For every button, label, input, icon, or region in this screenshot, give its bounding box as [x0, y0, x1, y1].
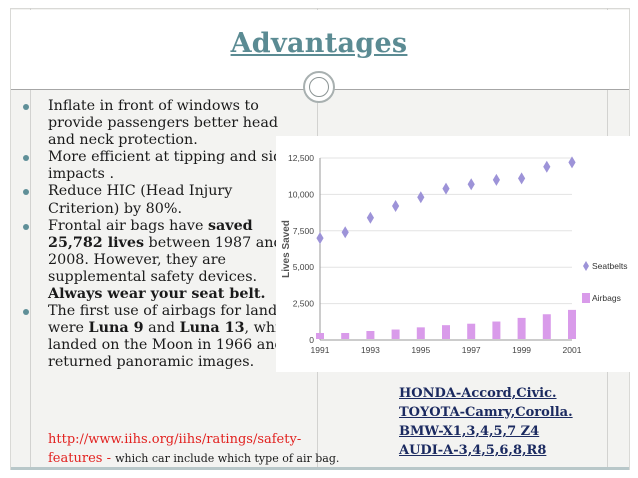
seatbelts-point: [568, 156, 576, 169]
seatbelts-point: [366, 211, 374, 224]
link-separator: -: [102, 451, 116, 466]
airbags-point: [391, 329, 400, 339]
car-model-honda[interactable]: HONDA-Accord,Civic.: [399, 386, 557, 401]
iihs-url-part-2[interactable]: features: [48, 451, 103, 466]
legend-airbags-label: Airbags: [592, 293, 621, 303]
slide-title: Advantages: [230, 28, 408, 59]
chart-xtick-label: 1993: [361, 345, 380, 355]
bullet-dot-icon: [23, 309, 29, 316]
chart-xtick-label: 1995: [411, 345, 430, 355]
chart-ytick-label: 10,000: [288, 189, 314, 199]
ring-ornament-icon: [303, 71, 335, 103]
seatbelts-point: [442, 182, 450, 195]
car-model-bmw[interactable]: BMW-X1,3,4,5,7 Z4: [399, 424, 540, 439]
airbags-point: [542, 314, 551, 339]
seatbelts-point: [316, 232, 324, 245]
bullet-dot-icon: [23, 223, 29, 230]
chart-xtick-label: 2001: [563, 345, 582, 355]
bullet-list: Inflate in front of windows to provide p…: [13, 98, 303, 372]
airbags-point: [442, 325, 450, 339]
iihs-url-part-1[interactable]: http://www.iihs.org/iihs/ratings/safety-: [48, 432, 302, 447]
seatbelts-point: [518, 172, 526, 185]
chart-ytick-label: 5,000: [293, 262, 315, 272]
bullet-emphasis: Luna 9: [88, 320, 144, 337]
iihs-link-line-2: features - which car include which type …: [48, 449, 339, 468]
legend-airbags-marker: [582, 293, 590, 303]
bullet-item: Inflate in front of windows to provide p…: [13, 98, 303, 149]
chart-xtick-label: 1997: [462, 345, 481, 355]
car-model-audi[interactable]: AUDI-A-3,4,5,6,8,R8: [399, 443, 547, 458]
chart-ytick-label: 0: [309, 335, 314, 345]
link-note: which car include which type of air bag.: [115, 452, 340, 465]
bullet-text: and: [143, 320, 180, 337]
bullet-dot-icon: [23, 155, 29, 162]
airbags-point: [467, 323, 476, 339]
bullet-text: The first use of airbags for landing wer…: [48, 303, 301, 337]
legend-seatbelts-label: Seatbelts: [592, 261, 627, 271]
car-model-list: HONDA-Accord,Civic. TOYOTA-Camry,Corolla…: [399, 384, 573, 460]
bullet-emphasis: Luna 13: [179, 320, 245, 337]
bullet-text: More efficient at tipping and side impac…: [48, 149, 291, 183]
seatbelts-point: [467, 178, 475, 191]
iihs-link-line-1[interactable]: http://www.iihs.org/iihs/ratings/safety-: [48, 430, 339, 449]
chart-xtick-label: 1999: [512, 345, 531, 355]
airbags-point: [517, 317, 526, 339]
airbags-point: [568, 309, 576, 339]
bullet-dot-icon: [23, 189, 29, 196]
seatbelts-point: [492, 173, 500, 186]
bullet-item: The first use of airbags for landing wer…: [13, 303, 303, 371]
bullet-emphasis: saved 25,782 lives: [48, 217, 253, 251]
bullet-item: Reduce HIC (Head Injury Criterion) by 80…: [13, 183, 303, 217]
lives-saved-chart: 0 2,500 5,000 7,500 10,000 12,500 1991 1993 1995…: [276, 136, 630, 372]
ring-ornament-inner: [309, 77, 329, 97]
bullet-dot-icon: [23, 104, 29, 110]
bullet-emphasis: Always wear your seat belt.: [48, 286, 266, 303]
car-model-toyota[interactable]: TOYOTA-Camry,Corolla.: [399, 405, 573, 420]
bullet-text: Reduce HIC (Head Injury Criterion) by 80…: [48, 183, 233, 217]
airbags-point: [492, 321, 501, 339]
bullet-text: Inflate in front of windows to provide p…: [48, 98, 279, 149]
iihs-link-block: http://www.iihs.org/iihs/ratings/safety-…: [48, 430, 339, 468]
legend-seatbelts-marker: [583, 261, 589, 271]
airbags-point: [416, 327, 425, 339]
chart-ytick-label: 2,500: [293, 299, 315, 309]
airbags-point: [341, 333, 350, 339]
chart-ylabel: Lives Saved: [281, 220, 292, 278]
airbags-point: [366, 330, 375, 339]
bullet-item: Frontal air bags have saved 25,782 lives…: [13, 218, 303, 303]
chart-ytick-label: 12,500: [288, 153, 314, 163]
seatbelts-point: [417, 191, 425, 204]
seatbelts-point: [341, 226, 349, 239]
bullet-text: Frontal air bags have: [48, 217, 208, 234]
bottom-accent-bar: [11, 467, 629, 470]
frame-guide-line: [30, 8, 31, 470]
airbags-point: [316, 333, 324, 339]
bullet-item: More efficient at tipping and side impac…: [13, 149, 303, 183]
lives-saved-chart-svg: 0 2,500 5,000 7,500 10,000 12,500 1991 1993 1995…: [281, 153, 627, 355]
seatbelts-point: [392, 200, 400, 213]
seatbelts-point: [543, 160, 551, 173]
chart-xtick-label: 1991: [311, 345, 330, 355]
bullet-text: between 1987 and 2008. However, they are…: [48, 234, 283, 285]
chart-ytick-label: 7,500: [293, 226, 315, 236]
